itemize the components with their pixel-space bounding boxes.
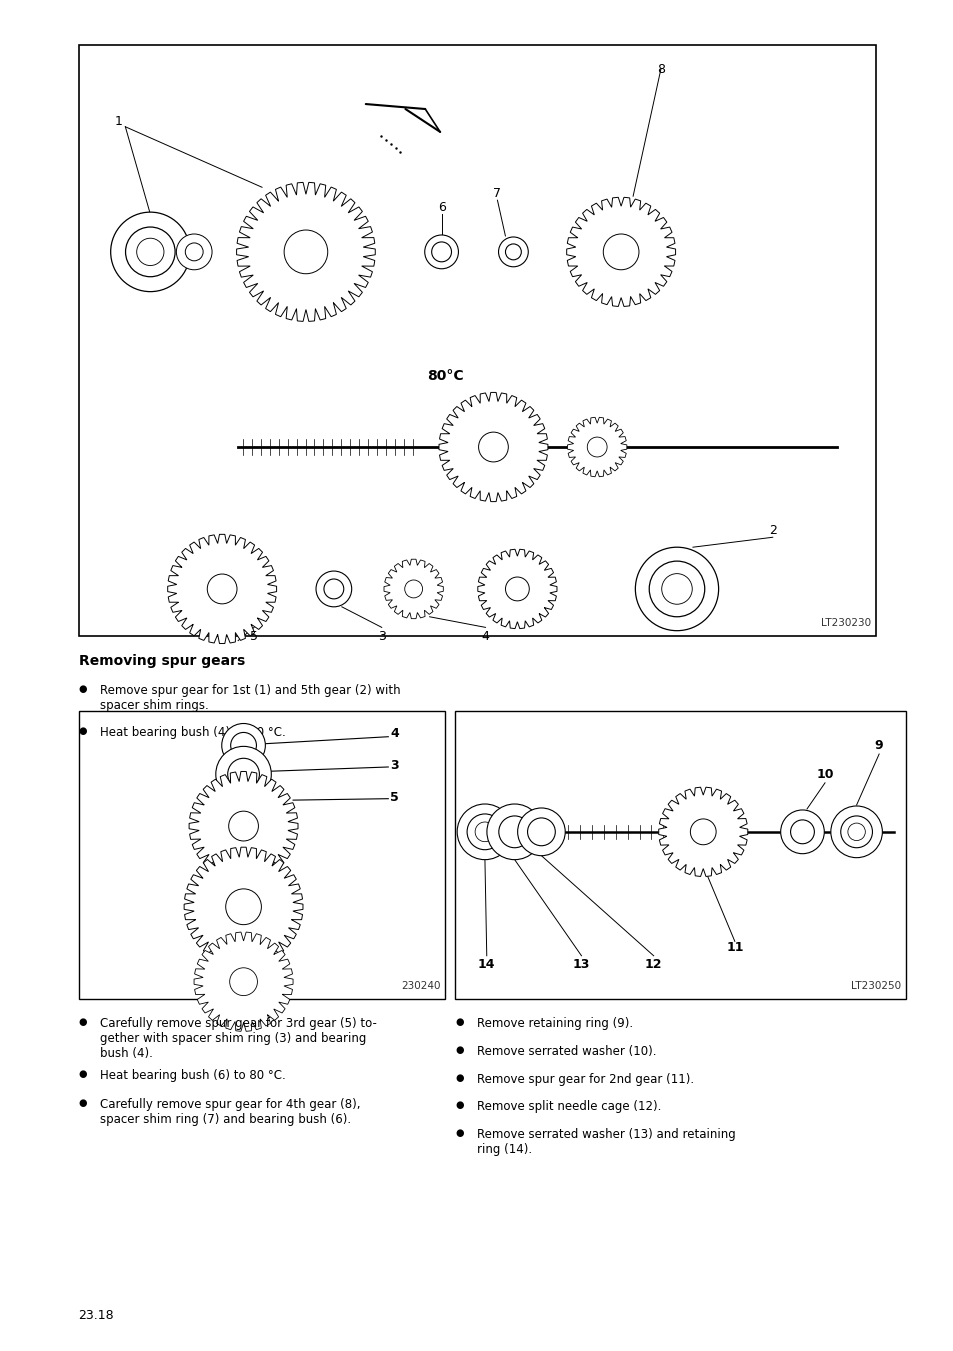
Polygon shape (477, 550, 557, 628)
Text: 3: 3 (390, 759, 398, 771)
Circle shape (136, 238, 164, 266)
Polygon shape (384, 559, 443, 619)
Circle shape (478, 432, 508, 462)
Circle shape (690, 819, 716, 844)
Circle shape (467, 813, 502, 850)
Text: Heat bearing bush (6) to 80 °C.: Heat bearing bush (6) to 80 °C. (100, 1069, 286, 1082)
Text: Remove serrated washer (10).: Remove serrated washer (10). (476, 1044, 656, 1058)
Polygon shape (236, 182, 375, 322)
Circle shape (527, 817, 555, 846)
Text: Remove serrated washer (13) and retaining
ring (14).: Remove serrated washer (13) and retainin… (476, 1128, 735, 1156)
Circle shape (431, 242, 451, 262)
Text: 6: 6 (437, 201, 445, 213)
Circle shape (456, 804, 512, 859)
Circle shape (215, 746, 271, 802)
Circle shape (207, 574, 236, 604)
Text: ●: ● (455, 1128, 463, 1138)
Polygon shape (184, 847, 303, 966)
Circle shape (505, 577, 529, 601)
Text: ●: ● (78, 1098, 87, 1108)
Text: Remove spur gear for 1st (1) and 5th gear (2) with
spacer shim rings.: Remove spur gear for 1st (1) and 5th gea… (100, 684, 400, 712)
Text: 23.18: 23.18 (78, 1309, 114, 1323)
Text: 80°C: 80°C (427, 369, 463, 384)
Text: 8: 8 (657, 62, 664, 76)
Text: LT230230: LT230230 (821, 619, 871, 628)
Text: 230240: 230240 (400, 981, 440, 992)
Polygon shape (658, 788, 747, 877)
Polygon shape (566, 197, 675, 307)
Text: Remove split needle cage (12).: Remove split needle cage (12). (476, 1100, 660, 1113)
Text: ●: ● (455, 1100, 463, 1111)
Polygon shape (193, 932, 293, 1031)
Circle shape (226, 889, 261, 924)
Circle shape (231, 732, 256, 758)
Circle shape (602, 234, 639, 270)
Text: ●: ● (455, 1073, 463, 1082)
Text: 14: 14 (477, 958, 495, 971)
Text: Remove retaining ring (9).: Remove retaining ring (9). (476, 1017, 633, 1029)
Circle shape (126, 227, 175, 277)
Polygon shape (438, 392, 547, 501)
Text: Remove spur gear for 2nd gear (11).: Remove spur gear for 2nd gear (11). (476, 1073, 694, 1086)
Circle shape (505, 245, 520, 259)
Bar (78, 45, 876, 636)
Text: 7: 7 (493, 188, 501, 200)
Text: ●: ● (455, 1044, 463, 1055)
Text: 11: 11 (725, 940, 742, 954)
Bar (455, 711, 905, 998)
Circle shape (635, 547, 718, 631)
Text: ●: ● (78, 725, 87, 736)
Polygon shape (168, 535, 276, 643)
Circle shape (517, 808, 564, 855)
Text: Removing spur gears: Removing spur gears (78, 654, 245, 669)
Circle shape (176, 234, 212, 270)
Circle shape (404, 580, 422, 598)
Circle shape (324, 580, 343, 598)
Circle shape (230, 967, 257, 996)
Circle shape (498, 236, 528, 266)
Polygon shape (567, 417, 626, 477)
Text: ●: ● (78, 684, 87, 694)
Circle shape (790, 820, 814, 844)
Text: LT230250: LT230250 (850, 981, 901, 992)
Circle shape (649, 561, 704, 617)
Text: ●: ● (78, 1069, 87, 1078)
Circle shape (830, 807, 882, 858)
Polygon shape (189, 771, 297, 881)
Circle shape (498, 816, 530, 847)
Circle shape (111, 212, 190, 292)
Circle shape (840, 816, 872, 847)
Text: 5: 5 (250, 631, 258, 643)
Text: 2: 2 (768, 524, 776, 538)
Text: 4: 4 (390, 727, 398, 740)
Circle shape (661, 574, 692, 604)
Text: 9: 9 (874, 739, 882, 753)
Circle shape (780, 811, 823, 854)
Circle shape (229, 811, 258, 840)
Circle shape (228, 758, 259, 790)
Text: Carefully remove spur gear for 4th gear (8),
spacer shim ring (7) and bearing bu: Carefully remove spur gear for 4th gear … (100, 1098, 360, 1127)
Text: 10: 10 (816, 767, 833, 781)
Circle shape (185, 243, 203, 261)
Text: ●: ● (78, 1017, 87, 1027)
Text: 12: 12 (644, 958, 661, 971)
Bar (78, 711, 445, 998)
Text: 5: 5 (390, 790, 398, 804)
Text: ●: ● (455, 1017, 463, 1027)
Text: 1: 1 (114, 115, 122, 128)
Circle shape (315, 571, 352, 607)
Text: 4: 4 (481, 631, 489, 643)
Text: 3: 3 (377, 631, 385, 643)
Circle shape (424, 235, 458, 269)
Circle shape (475, 821, 495, 842)
Circle shape (486, 804, 542, 859)
Circle shape (221, 724, 265, 767)
Text: Heat bearing bush (4) to 80 °C.: Heat bearing bush (4) to 80 °C. (100, 725, 286, 739)
Circle shape (847, 823, 864, 840)
Text: 13: 13 (572, 958, 590, 971)
Text: Carefully remove spur gear for 3rd gear (5) to-
gether with spacer shim ring (3): Carefully remove spur gear for 3rd gear … (100, 1017, 376, 1061)
Circle shape (587, 438, 606, 457)
Circle shape (284, 230, 328, 274)
